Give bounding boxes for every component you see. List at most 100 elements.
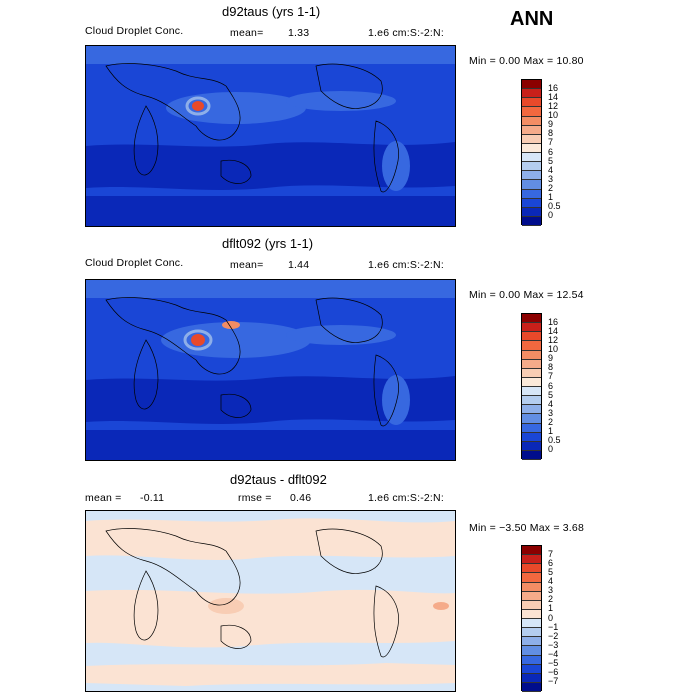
panel3-pos-maritime — [208, 598, 244, 614]
panel2-colorbar-segment — [522, 323, 541, 333]
panel1-colorbar-segment — [522, 125, 541, 135]
panel1-asia-plume — [166, 92, 306, 124]
panel2-colorbar-tick: 12 — [548, 334, 559, 345]
panel1-colorbar-segment — [522, 198, 541, 208]
panel3-colorbar-segment — [522, 582, 541, 592]
panel1-southern-band — [86, 196, 455, 226]
panel3-colorbar-tick: 6 — [548, 557, 554, 568]
panel1-colorbar-tick: 3 — [548, 173, 554, 184]
panel1-colorbar-tick: 2 — [548, 183, 554, 193]
panel3-colorbar-segment — [522, 546, 541, 556]
panel1-units: 1.e6 cm:S:-2:N: — [368, 27, 444, 39]
panel1-arctic-band — [86, 46, 455, 64]
panel2-colorbar-tick: 2 — [548, 417, 554, 427]
panel2-colorbar-segment — [522, 377, 541, 387]
panel2-colorbar-segment — [522, 414, 541, 424]
panel3-colorbar-tick: 0 — [548, 612, 554, 623]
panel2-colorbar-tick: 0.5 — [548, 435, 561, 446]
panel2-colorbar-segment — [522, 387, 541, 397]
panel2-colorbar-segment — [522, 396, 541, 406]
panel2-colorbar-tick: 10 — [548, 344, 559, 354]
panel3-colorbar-segment — [522, 573, 541, 583]
panel2-colorbar-segment — [522, 314, 541, 324]
panel2-colorbar-segment — [522, 368, 541, 378]
panel1-atlantic-plume — [286, 91, 396, 111]
panel3-mean-value: -0.11 — [140, 492, 165, 504]
panel1-colorbar-segment — [522, 98, 541, 108]
panel3-colorbar-segment — [522, 682, 541, 692]
panel3-colorbar-tick: 2 — [548, 594, 554, 605]
panel3-mean-label: mean = — [85, 492, 122, 504]
panel1-colorbar-segment — [522, 189, 541, 199]
panel3-rmse-label: rmse = — [238, 492, 272, 504]
panel1-coastlines — [105, 63, 399, 193]
panel2-mean-value: 1.44 — [288, 259, 310, 271]
panel3-title: d92taus - dflt092 — [230, 472, 327, 487]
panel3-colorbar-tick: −3 — [548, 639, 559, 650]
panel2-map — [85, 279, 456, 461]
panel3-minmax: Min = −3.50 Max = 3.68 — [469, 522, 585, 534]
panel2-colorbar-segment — [522, 450, 541, 460]
panel1-colorbar-segment — [522, 107, 541, 117]
panel3-colorbar-segment — [522, 600, 541, 610]
panel3-rmse-value: 0.46 — [290, 492, 312, 504]
panel1-hotspot-halo — [185, 96, 211, 116]
panel2-tropical-band — [86, 376, 455, 424]
panel2-colorbar-segment — [522, 332, 541, 342]
panel3-colorbar-segment — [522, 609, 541, 619]
panel3-colorbar-tick: −1 — [548, 621, 559, 632]
panel1-variable: Cloud Droplet Conc. — [85, 25, 184, 37]
panel1-colorbar-tick: 1 — [548, 192, 554, 203]
panel2-colorbar-tick: 6 — [548, 380, 554, 391]
panel2-colorbar-tick: 7 — [548, 371, 554, 382]
panel2-colorbar-tick: 9 — [548, 353, 554, 364]
panel1-title: d92taus (yrs 1-1) — [222, 4, 321, 19]
panel1-colorbar-segment — [522, 162, 541, 172]
panel3-colorbar-tick: 3 — [548, 585, 554, 596]
panel1-colorbar-segment — [522, 116, 541, 126]
panel2-variable: Cloud Droplet Conc. — [85, 257, 184, 269]
panel1-colorbar-segment — [522, 134, 541, 144]
panel3-units: 1.e6 cm:S:-2:N: — [368, 492, 444, 504]
panel3-colorbar-tick: −2 — [548, 630, 559, 641]
panel3-colorbar-tick: −7 — [548, 676, 559, 687]
panel1-colorbar-segment — [522, 89, 541, 99]
panel2-hotspot — [191, 334, 205, 346]
panel2-colorbar-tick: 3 — [548, 407, 554, 418]
panel1-colorbar-tick: 6 — [548, 146, 554, 157]
panel1-tropical-band — [86, 142, 455, 190]
panel2-colorbar-tick: 0 — [548, 444, 554, 455]
panel1-map-plot — [86, 46, 455, 226]
panel3-map-plot — [86, 511, 455, 691]
panel2-atlantic-plume — [286, 325, 396, 345]
panel2-colorbar-tick: 14 — [548, 325, 559, 336]
panel1-colorbar-tick: 16 — [548, 82, 559, 93]
panel2-hotspot-halo — [183, 329, 213, 351]
panel2-coastlines — [105, 297, 399, 427]
panel3-pos-south-band — [86, 663, 455, 686]
panel2-colorbar — [521, 313, 542, 460]
panel3-colorbar-segment — [522, 655, 541, 665]
panel3-coastlines — [105, 528, 399, 658]
panel2-colorbar-segment — [522, 432, 541, 442]
panel3-pos-north-band — [86, 518, 455, 560]
panel1-colorbar-tick: 7 — [548, 137, 554, 148]
panel3-map — [85, 510, 456, 692]
panel1-hotspot — [192, 101, 204, 111]
panel1-colorbar-segment — [522, 80, 541, 90]
panel2-colorbar-tick: 8 — [548, 362, 554, 373]
panel2-southern-band — [86, 430, 455, 460]
panel3-colorbar-tick: 4 — [548, 576, 554, 586]
panel2-colorbar-tick: 1 — [548, 426, 554, 437]
panel3-colorbar-segment — [522, 646, 541, 656]
panel1-map — [85, 45, 456, 227]
panel3-colorbar-tick: 1 — [548, 603, 554, 614]
panel1-colorbar-segment — [522, 171, 541, 181]
panel1-colorbar-segment — [522, 153, 541, 163]
panel1-colorbar-tick: 10 — [548, 110, 559, 120]
panel2-colorbar-segment — [522, 441, 541, 451]
panel1-colorbar-tick: 12 — [548, 100, 559, 111]
panel1-mean-value: 1.33 — [288, 27, 310, 39]
panel3-colorbar-segment — [522, 555, 541, 565]
panel1-colorbar-segment — [522, 216, 541, 226]
